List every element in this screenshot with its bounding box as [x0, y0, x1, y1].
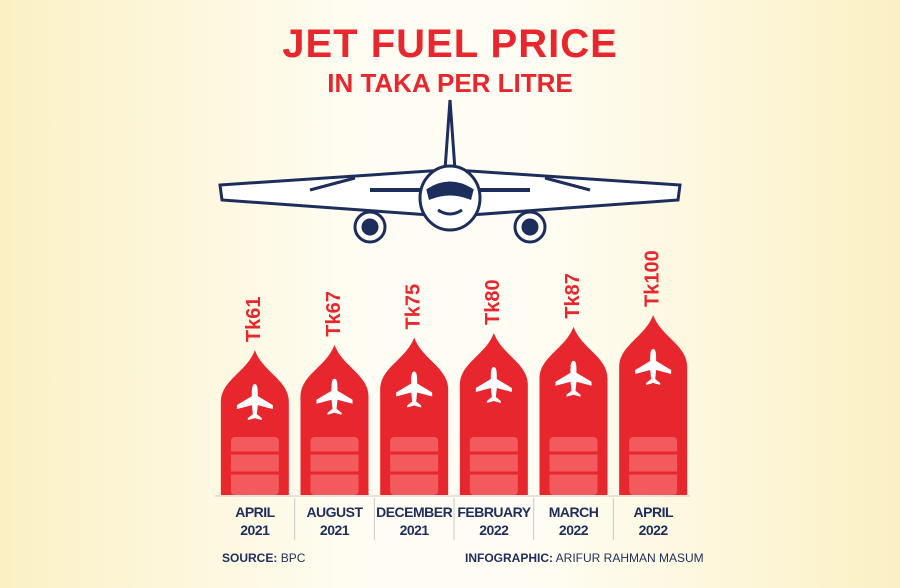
- x-tick-label: DECEMBER 2021: [376, 504, 453, 538]
- x-tick-label: MARCH 2022: [548, 504, 599, 538]
- airplane-illustration: [218, 99, 682, 244]
- value-label: Tk61: [243, 297, 265, 343]
- chart-subtitle: IN TAKA PER LITRE: [327, 68, 573, 98]
- source: SOURCE: BPC: [222, 551, 305, 565]
- value-label: Tk100: [641, 250, 663, 307]
- plane-icon: [635, 349, 672, 385]
- source-label: SOURCE:: [222, 551, 278, 565]
- value-label: Tk87: [562, 273, 584, 319]
- plane-icon: [236, 384, 273, 421]
- credit-text: ARIFUR RAHMAN MASUM: [555, 551, 704, 565]
- barrel-icon: [469, 437, 518, 495]
- credit: INFOGRAPHIC: ARIFUR RAHMAN MASUM: [465, 551, 704, 565]
- x-tick-label: AUGUST 2021: [306, 504, 363, 538]
- barrel-icon: [390, 437, 439, 495]
- plane-icon: [475, 367, 512, 403]
- barrel: [310, 437, 359, 495]
- barrel: [549, 437, 598, 495]
- barrel: [629, 437, 678, 495]
- barrel: [469, 437, 518, 495]
- x-tick-label: APRIL 2021: [235, 504, 275, 538]
- barrel: [390, 437, 439, 495]
- source-text: BPC: [280, 551, 306, 565]
- barrel-icon: [629, 437, 678, 495]
- plane-icon: [555, 360, 592, 397]
- plane-icon: [316, 378, 353, 415]
- value-label: Tk75: [402, 284, 424, 330]
- x-tick-label: APRIL 2022: [633, 504, 674, 538]
- credit-label: INFOGRAPHIC:: [465, 551, 553, 565]
- plane-icon: [396, 371, 433, 408]
- value-label: Tk67: [323, 291, 345, 337]
- value-label: Tk80: [482, 279, 504, 325]
- barrel-icon: [310, 437, 359, 495]
- chart-title: JET FUEL PRICE: [282, 22, 618, 66]
- x-tick-label: FEBRUARY 2022: [457, 504, 531, 538]
- barrel-icon: [549, 437, 598, 495]
- barrel-icon: [230, 437, 279, 495]
- barrel: [230, 437, 279, 495]
